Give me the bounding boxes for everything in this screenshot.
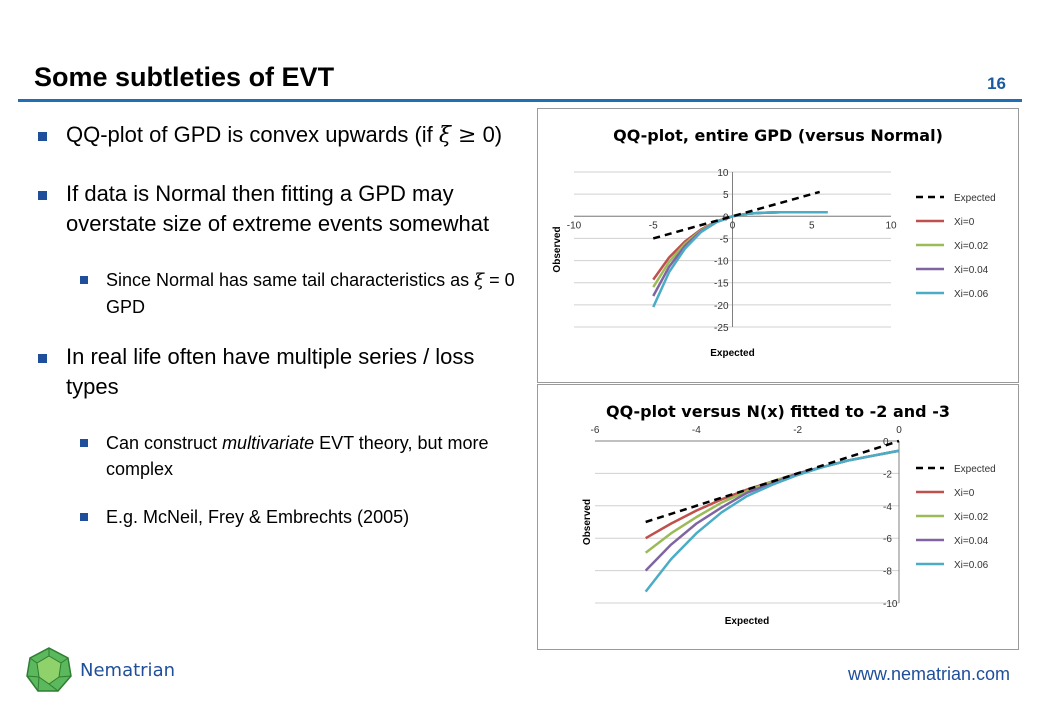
chart-title: QQ-plot versus N(x) fitted to -2 and -3 [606, 402, 950, 421]
legend-label: Xi=0.06 [954, 289, 989, 300]
series-line-xi-0-02 [644, 449, 900, 554]
legend-label: Xi=0.04 [954, 265, 989, 276]
legend-label: Xi=0 [954, 488, 975, 499]
x-tick-label: -6 [591, 425, 600, 436]
chart-fitted-normal: QQ-plot versus N(x) fitted to -2 and -3-… [537, 384, 1019, 650]
subbullet-multivariate: Can construct multivariate EVT theory, b… [78, 430, 526, 482]
y-tick-label: 0 [883, 437, 889, 448]
legend-label: Xi=0 [954, 217, 975, 228]
y-tick-label: -10 [883, 599, 898, 610]
series-line-expected [645, 439, 900, 524]
nematrian-logo-icon [26, 647, 72, 692]
x-tick-label: 10 [885, 220, 897, 231]
y-tick-label: -20 [714, 301, 729, 312]
x-tick-label: 0 [896, 425, 902, 436]
slide-title: Some subtleties of EVT [34, 62, 335, 92]
y-axis-title: Observed [552, 226, 563, 272]
y-tick-label: -5 [720, 234, 729, 245]
y-tick-label: -8 [883, 567, 892, 578]
series-line-xi-0-04 [652, 211, 828, 297]
legend-label: Xi=0.04 [954, 536, 989, 547]
legend-label: Xi=0.02 [954, 512, 989, 523]
legend-label: Expected [954, 193, 996, 204]
chart-gpd-vs-normal: QQ-plot, entire GPD (versus Normal) -10 -5… [537, 108, 1019, 383]
x-tick-label: -10 [567, 220, 582, 231]
y-tick-label: 10 [717, 168, 729, 179]
chart-fitted-normal-svg: QQ-plot versus N(x) fitted to -2 and -3-… [582, 402, 996, 627]
bullet-multiple-series: In real life often have multiple series … [36, 342, 526, 402]
title-divider [18, 99, 1022, 102]
x-tick-label: 0 [730, 220, 736, 231]
chart-title: QQ-plot, entire GPD (versus Normal) [613, 126, 943, 145]
series-line-expected [652, 190, 821, 240]
page-number: 16 [987, 74, 1006, 93]
series-line-xi-0-02 [652, 211, 828, 288]
y-tick-label: -25 [714, 323, 729, 334]
bullet-list: QQ-plot of GPD is convex upwards (if ξ ≥… [36, 120, 526, 552]
x-tick-label: -2 [793, 425, 802, 436]
legend-label: Xi=0.06 [954, 560, 989, 571]
y-tick-label: -4 [883, 502, 892, 513]
y-tick-label: -10 [714, 257, 729, 268]
legend-label: Xi=0.02 [954, 241, 989, 252]
chart-gpd-vs-normal-svg: QQ-plot, entire GPD (versus Normal) -10 -5… [552, 126, 996, 359]
series-line-xi-0 [652, 211, 828, 281]
series-line-xi-0-06 [644, 449, 900, 593]
y-axis-title: Observed [582, 499, 593, 545]
x-tick-label: -4 [692, 425, 701, 436]
x-tick-label: -5 [649, 220, 658, 231]
bullet-qq-convex: QQ-plot of GPD is convex upwards (if ξ ≥… [36, 120, 526, 151]
x-axis-title: Expected [725, 616, 769, 627]
bullet-normal-overstate: If data is Normal then fitting a GPD may… [36, 179, 526, 239]
y-tick-label: -2 [883, 469, 892, 480]
y-tick-label: -15 [714, 279, 729, 290]
subbullet-reference: E.g. McNeil, Frey & Embrechts (2005) [78, 504, 526, 530]
footer-url[interactable]: www.nematrian.com [847, 664, 1010, 684]
y-tick-label: -6 [883, 534, 892, 545]
y-tick-label: 5 [723, 190, 729, 201]
series-line-xi-0-06 [652, 211, 828, 308]
x-tick-label: 5 [809, 220, 815, 231]
subbullet-normal-tail: Since Normal has same tail characteristi… [78, 267, 526, 320]
x-axis-title: Expected [710, 348, 754, 359]
footer-brand: Nematrian [80, 660, 176, 681]
legend-label: Expected [954, 464, 996, 475]
